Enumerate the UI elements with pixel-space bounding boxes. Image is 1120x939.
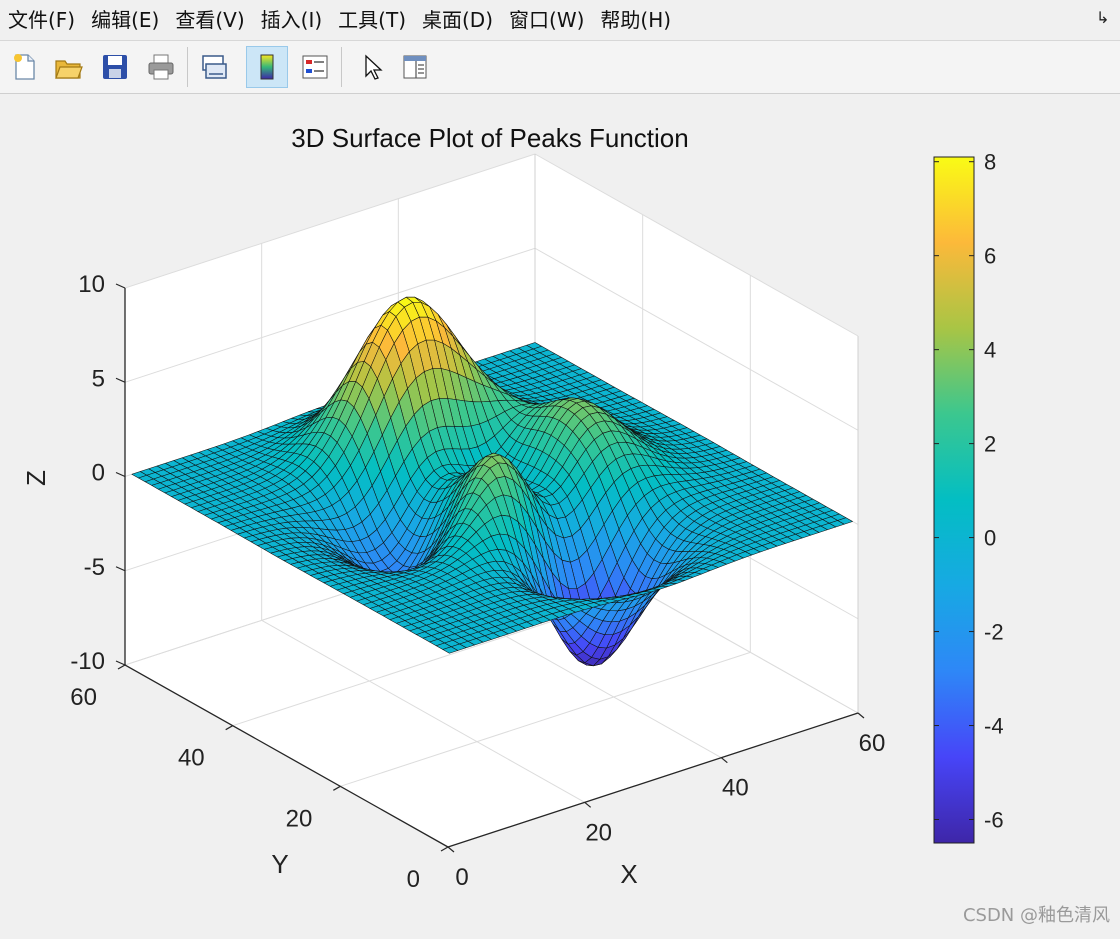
colorbar-tick-label: 0 (984, 526, 996, 551)
y-tick-label: 40 (178, 745, 205, 772)
link-plot-icon (202, 55, 227, 79)
open-button[interactable] (47, 46, 89, 88)
y-axis-line (124, 664, 449, 848)
colorbar-tick-label: -4 (984, 714, 1004, 739)
menu-bar: 文件(F) 编辑(E) 查看(V) 插入(I) 工具(T) 桌面(D) 窗口(W… (0, 0, 1120, 40)
z-tick-mark (115, 660, 126, 666)
toolbar-separator (341, 47, 342, 87)
x-axis-label: X (620, 859, 637, 889)
colorbar-ticks: -6 -4 -2 0 2 4 6 8 (934, 150, 1004, 833)
z-tick-mark (115, 471, 126, 478)
y-tick-mark (440, 846, 449, 852)
new-file-button[interactable] (3, 46, 45, 88)
colorbar-tick-label: 4 (984, 338, 996, 363)
z-tick-mark (115, 377, 126, 383)
pointer-button[interactable] (350, 46, 392, 88)
z-tick-mark (115, 566, 126, 572)
undock-arrow-icon[interactable]: ↳ (1096, 8, 1110, 27)
menu-insert[interactable]: 插入(I) (260, 8, 323, 32)
figure-canvas: 0 20 40 60 0 20 40 60 -10 -5 0 5 10 3D Surface Plot … (0, 95, 1120, 935)
surface-mesh (131, 296, 853, 667)
x-tick-mark (857, 712, 865, 719)
print-icon (148, 54, 174, 80)
new-file-icon (14, 54, 35, 80)
x-tick-mark (720, 757, 728, 764)
legend-icon (302, 55, 328, 79)
x-tick-label: 40 (722, 775, 749, 802)
menu-tools[interactable]: 工具(T) (338, 8, 406, 32)
property-inspector-button[interactable] (394, 46, 436, 88)
legend-button[interactable] (294, 46, 336, 88)
y-tick-label: 60 (70, 684, 97, 711)
colorbar-tick-label: 6 (984, 244, 996, 269)
watermark: CSDN @釉色清风 (962, 905, 1110, 926)
colorbar-tick-label: -2 (984, 620, 1004, 645)
pointer-icon (365, 54, 383, 80)
y-tick-label: 20 (286, 805, 313, 832)
y-tick-mark (333, 785, 341, 791)
axes-ticks: 0 20 40 60 0 20 40 60 -10 -5 0 5 10 (70, 271, 885, 893)
surface-face (442, 646, 459, 654)
z-tick-label: -10 (70, 648, 105, 675)
x-tick-label: 20 (585, 819, 612, 846)
z-tick-label: 10 (78, 271, 105, 298)
z-tick-label: 0 (92, 460, 105, 487)
open-folder-icon (55, 60, 83, 79)
menu-desktop[interactable]: 桌面(D) (422, 8, 494, 32)
colorbar-gradient (933, 156, 975, 844)
menu-window[interactable]: 窗口(W) (509, 8, 585, 32)
property-inspector-icon (403, 55, 427, 79)
colorbar-tick-label: 8 (984, 150, 996, 175)
figure-toolbar (0, 40, 1120, 94)
menu-file[interactable]: 文件(F) (8, 8, 76, 32)
colorbar[interactable]: -6 -4 -2 0 2 4 6 8 (933, 150, 1004, 844)
x-tick-label: 0 (455, 864, 468, 891)
save-button[interactable] (94, 46, 136, 88)
z-tick-label: 5 (92, 365, 105, 392)
menu-help[interactable]: 帮助(H) (600, 8, 672, 32)
colorbar-tick-label: 2 (984, 432, 996, 457)
menu-view[interactable]: 查看(V) (175, 8, 245, 32)
y-axis-label: Y (271, 849, 288, 879)
x-tick-mark (447, 846, 455, 853)
menu-edit[interactable]: 编辑(E) (91, 8, 160, 32)
colorbar-tick-label: -6 (984, 808, 1004, 833)
z-tick-mark (115, 283, 126, 289)
y-tick-mark (225, 725, 233, 731)
print-button[interactable] (140, 46, 182, 88)
save-icon (103, 55, 127, 79)
colorbar-button[interactable] (246, 46, 288, 88)
x-tick-label: 60 (859, 730, 886, 757)
y-tick-label: 0 (407, 866, 420, 893)
link-plot-button[interactable] (193, 46, 235, 88)
x-axis-line (447, 712, 859, 848)
z-tick-label: -5 (84, 554, 105, 581)
chart-title: 3D Surface Plot of Peaks Function (291, 123, 688, 153)
y-tick-mark (117, 664, 126, 670)
z-axis-label: Z (21, 470, 51, 486)
colorbar-icon (260, 54, 274, 80)
toolbar-separator (187, 47, 188, 87)
x-tick-mark (584, 801, 592, 808)
